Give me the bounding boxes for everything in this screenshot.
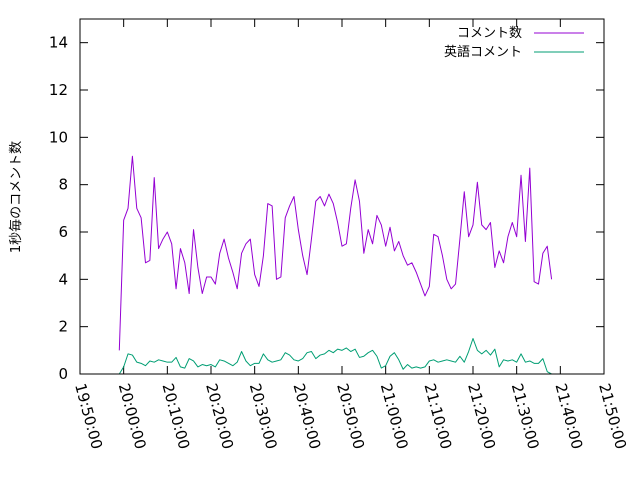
y-tick-label: 10 (49, 128, 68, 146)
x-tick-label: 19:50:00 (71, 381, 106, 451)
y-tick-label: 4 (58, 270, 68, 288)
x-tick-label: 20:10:00 (158, 381, 193, 451)
y-tick-label: 6 (58, 223, 68, 241)
x-tick-label: 20:40:00 (289, 381, 324, 451)
x-tick-label: 21:00:00 (377, 381, 412, 451)
y-tick-label: 12 (49, 81, 68, 99)
y-tick-label: 14 (49, 34, 68, 52)
x-tick-label: 21:10:00 (420, 381, 455, 451)
x-tick-label: 21:20:00 (464, 381, 499, 451)
y-tick-label: 0 (58, 365, 68, 383)
legend-label-total-comments: コメント数 (457, 26, 522, 41)
series-line-total-comments (118, 155, 553, 351)
legend-label-english-comments: 英語コメント (444, 44, 522, 60)
x-tick-label: 21:40:00 (551, 381, 586, 451)
x-tick-label: 21:50:00 (595, 381, 630, 451)
legend: コメント数 英語コメント (444, 26, 584, 60)
x-tick-label: 20:20:00 (202, 381, 237, 451)
x-tick-label: 20:50:00 (333, 381, 368, 451)
x-tick-label: 20:30:00 (246, 381, 281, 451)
plot-frame (79, 18, 605, 375)
y-axis-label: 1秒毎のコメント数 (8, 141, 24, 253)
x-tick-label: 20:00:00 (115, 381, 150, 451)
y-tick-label: 8 (58, 176, 68, 194)
y-tick-label: 2 (58, 318, 68, 336)
x-tick-label: 21:30:00 (508, 381, 543, 451)
series-line-english-comments (118, 338, 552, 375)
